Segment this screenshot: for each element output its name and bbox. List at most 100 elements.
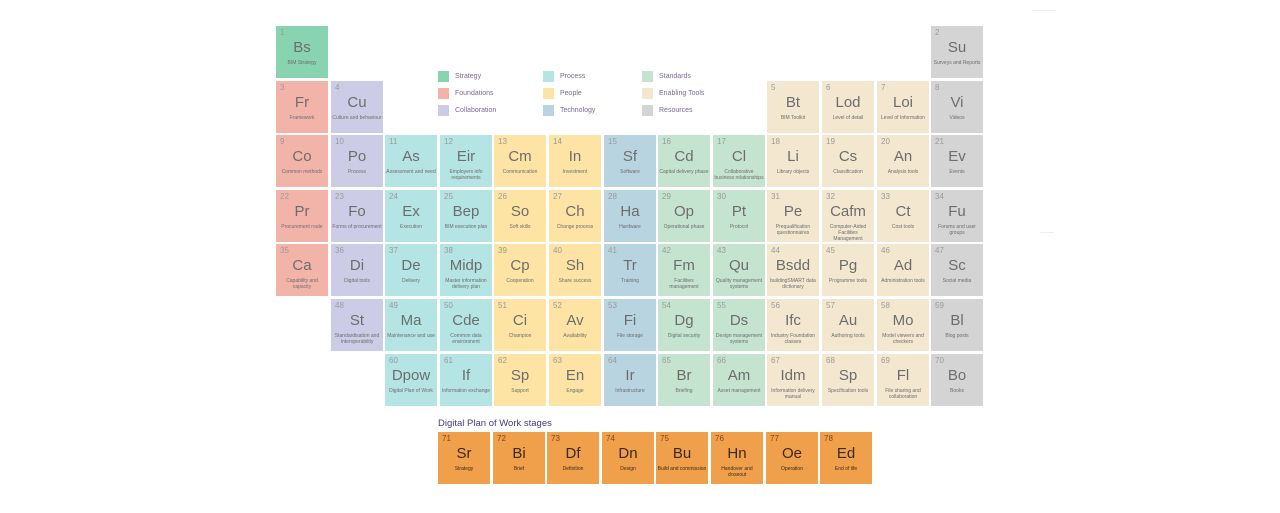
element-cell[interactable]: 24 Ex Execution: [385, 190, 437, 242]
element-cell[interactable]: 52 Av Availability: [549, 299, 601, 351]
element-cell[interactable]: 43 Qu Quality management systems: [713, 244, 765, 296]
element-name: Culture and behaviour: [332, 115, 382, 121]
element-cell[interactable]: 36 Di Digital tools: [331, 244, 383, 296]
element-cell[interactable]: 40 Sh Share success: [549, 244, 601, 296]
element-cell[interactable]: 70 Bo Books: [931, 354, 983, 406]
element-cell[interactable]: 30 Pt Protocol: [713, 190, 765, 242]
element-cell[interactable]: 51 Ci Champion: [494, 299, 546, 351]
element-cell[interactable]: 69 Fl File sharing and collaboration: [877, 354, 929, 406]
element-cell[interactable]: 31 Pe Prequalification questionnaires: [767, 190, 819, 242]
element-cell[interactable]: 14 In Investment: [549, 135, 601, 187]
element-cell[interactable]: 28 Ha Hardware: [604, 190, 656, 242]
element-cell[interactable]: 44 Bsdd buildingSMART data dictionary: [767, 244, 819, 296]
element-number: 74: [606, 434, 615, 443]
element-cell[interactable]: 12 Eir Employers info requirements: [440, 135, 492, 187]
element-cell[interactable]: 67 Idm Information delivery manual: [767, 354, 819, 406]
element-cell[interactable]: 48 St Standardisation and Interoperability: [331, 299, 383, 351]
element-cell[interactable]: 53 Fi File storage: [604, 299, 656, 351]
element-cell[interactable]: 41 Tr Training: [604, 244, 656, 296]
element-cell[interactable]: 38 Midp Master information delivery plan: [440, 244, 492, 296]
element-symbol: Oe: [781, 445, 802, 462]
element-cell[interactable]: 26 So Soft skills: [494, 190, 546, 242]
element-cell[interactable]: 62 Sp Support: [494, 354, 546, 406]
element-cell[interactable]: 18 Li Library objects: [767, 135, 819, 187]
element-cell[interactable]: 57 Au Authoring tools: [822, 299, 874, 351]
element-cell[interactable]: 5 Bt BIM Toolkit: [767, 81, 819, 133]
element-cell[interactable]: 13 Cm Communication: [494, 135, 546, 187]
element-cell[interactable]: 72 Bi Brief: [493, 432, 545, 484]
element-cell[interactable]: 8 Vi Videos: [931, 81, 983, 133]
element-cell[interactable]: 45 Pg Programme tools: [822, 244, 874, 296]
element-name: File sharing and collaboration: [885, 388, 921, 400]
element-cell[interactable]: 60 Dpow Digital Plan of Work: [385, 354, 437, 406]
element-cell[interactable]: 22 Pr Procurement route: [276, 190, 328, 242]
element-cell[interactable]: 15 Sf Software: [604, 135, 656, 187]
element-cell[interactable]: 37 De Delivery: [385, 244, 437, 296]
element-cell[interactable]: 2 Su Surveys and Reports: [931, 26, 983, 78]
element-cell[interactable]: 34 Fu Forums and user groups: [931, 190, 983, 242]
element-cell[interactable]: 68 Sp Specification tools: [822, 354, 874, 406]
element-name: Communication: [502, 169, 538, 175]
element-cell[interactable]: 46 Ad Administration tools: [877, 244, 929, 296]
element-cell[interactable]: 66 Am Asset management: [713, 354, 765, 406]
element-cell[interactable]: 25 Bep BIM execution plan: [440, 190, 492, 242]
element-number: 26: [498, 192, 507, 201]
element-cell[interactable]: 76 Hn Handover and closeout: [711, 432, 763, 484]
element-number: 46: [881, 246, 890, 255]
element-cell[interactable]: 56 Ifc Industry Foundation classes: [767, 299, 819, 351]
element-symbol: Sf: [622, 148, 638, 165]
element-symbol: Co: [292, 148, 312, 165]
element-cell[interactable]: 71 Sr Strategy: [438, 432, 490, 484]
element-number: 67: [771, 356, 780, 365]
element-symbol: Qu: [728, 257, 749, 274]
element-symbol: Sc: [948, 257, 966, 274]
element-cell[interactable]: 50 Cde Common data environment: [440, 299, 492, 351]
element-cell[interactable]: 10 Po Process: [331, 135, 383, 187]
element-cell[interactable]: 35 Ca Capability and capacity: [276, 244, 328, 296]
element-name: buildingSMART data dictionary: [770, 278, 816, 290]
element-cell[interactable]: 58 Mo Model viewers and checkers: [877, 299, 929, 351]
element-symbol: Sh: [565, 257, 585, 274]
element-cell[interactable]: 39 Cp Cooperation: [494, 244, 546, 296]
element-cell[interactable]: 21 Ev Events: [931, 135, 983, 187]
element-cell[interactable]: 11 As Assessment and need: [385, 135, 437, 187]
legend-item-standards: Standards: [642, 69, 691, 83]
element-cell[interactable]: 61 If Information exchange: [440, 354, 492, 406]
element-cell[interactable]: 75 Bu Build and commission: [656, 432, 708, 484]
element-cell[interactable]: 42 Fm Facilities management: [658, 244, 710, 296]
element-cell[interactable]: 65 Br Briefing: [658, 354, 710, 406]
element-name: BIM execution plan: [444, 224, 488, 230]
element-cell[interactable]: 7 Loi Level of Information: [877, 81, 929, 133]
element-cell[interactable]: 78 Ed End of life: [820, 432, 872, 484]
element-cell[interactable]: 64 Ir Infrastructure: [604, 354, 656, 406]
element-cell[interactable]: 32 Cafm Computer-Aided Facilities Manageme…: [822, 190, 874, 242]
element-cell[interactable]: 19 Cs Classification: [822, 135, 874, 187]
element-cell[interactable]: 63 En Engage: [549, 354, 601, 406]
element-cell[interactable]: 9 Co Common methods: [276, 135, 328, 187]
element-cell[interactable]: 33 Ct Cost tools: [877, 190, 929, 242]
element-symbol: Cm: [508, 148, 532, 165]
element-cell[interactable]: 4 Cu Culture and behaviour: [331, 81, 383, 133]
element-number: 73: [551, 434, 560, 443]
element-cell[interactable]: 73 Df Definition: [547, 432, 599, 484]
element-cell[interactable]: 23 Fo Forms of procurement: [331, 190, 383, 242]
element-cell[interactable]: 3 Fr Framework: [276, 81, 328, 133]
element-cell[interactable]: 17 Cl Collaborative business relationships: [713, 135, 765, 187]
element-cell[interactable]: 55 Ds Design management systems: [713, 299, 765, 351]
element-cell[interactable]: 29 Op Operational phase: [658, 190, 710, 242]
element-cell[interactable]: 27 Ch Change process: [549, 190, 601, 242]
element-cell[interactable]: 49 Ma Maintenance and use: [385, 299, 437, 351]
element-cell[interactable]: 59 Bl Blog posts: [931, 299, 983, 351]
element-cell[interactable]: 74 Dn Design: [602, 432, 654, 484]
element-cell[interactable]: 6 Lod Level of detail: [822, 81, 874, 133]
element-cell[interactable]: 16 Cd Capital delivery phase: [658, 135, 710, 187]
legend-swatch: [543, 87, 554, 99]
element-cell[interactable]: 47 Sc Social media: [931, 244, 983, 296]
element-number: 45: [826, 246, 835, 255]
element-number: 28: [608, 192, 617, 201]
element-cell[interactable]: 20 An Analysis tools: [877, 135, 929, 187]
element-symbol: Sr: [456, 445, 472, 462]
element-cell[interactable]: 54 Dg Digital security: [658, 299, 710, 351]
element-cell[interactable]: 1 Bs BIM Strategy: [276, 26, 328, 78]
element-cell[interactable]: 77 Oe Operation: [766, 432, 818, 484]
